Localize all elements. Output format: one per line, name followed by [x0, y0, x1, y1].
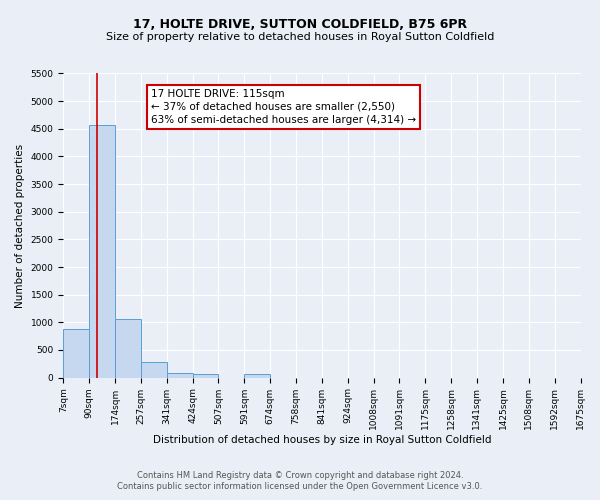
Text: Contains HM Land Registry data © Crown copyright and database right 2024.: Contains HM Land Registry data © Crown c… — [137, 471, 463, 480]
Bar — [141, 362, 167, 378]
Bar — [193, 374, 218, 378]
Text: 17, HOLTE DRIVE, SUTTON COLDFIELD, B75 6PR: 17, HOLTE DRIVE, SUTTON COLDFIELD, B75 6… — [133, 18, 467, 30]
X-axis label: Distribution of detached houses by size in Royal Sutton Coldfield: Distribution of detached houses by size … — [152, 435, 491, 445]
Bar — [167, 374, 193, 378]
Bar — [244, 374, 270, 378]
Text: Size of property relative to detached houses in Royal Sutton Coldfield: Size of property relative to detached ho… — [106, 32, 494, 42]
Bar — [89, 126, 115, 378]
Text: Contains public sector information licensed under the Open Government Licence v3: Contains public sector information licen… — [118, 482, 482, 491]
Y-axis label: Number of detached properties: Number of detached properties — [15, 144, 25, 308]
Bar — [63, 329, 89, 378]
Text: 17 HOLTE DRIVE: 115sqm
← 37% of detached houses are smaller (2,550)
63% of semi-: 17 HOLTE DRIVE: 115sqm ← 37% of detached… — [151, 88, 416, 125]
Bar — [115, 319, 141, 378]
